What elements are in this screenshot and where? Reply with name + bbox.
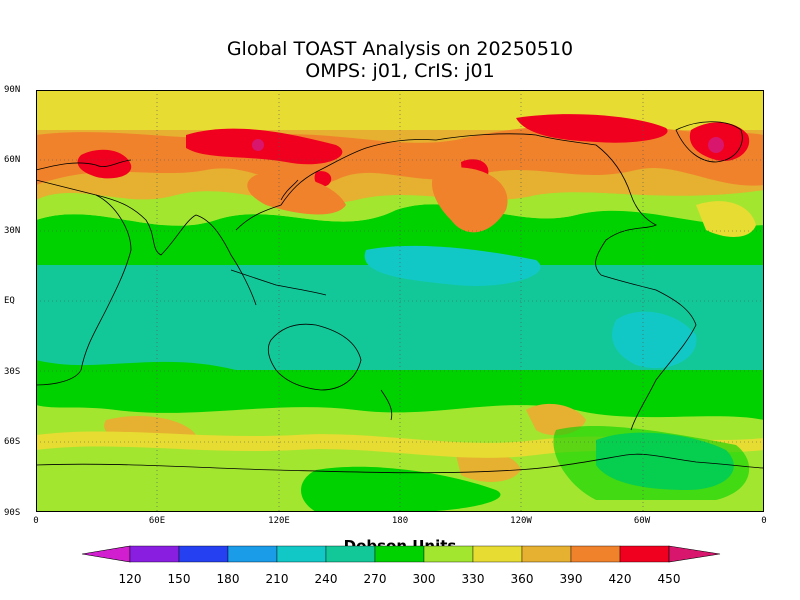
cb-tick-270: 270 (363, 572, 387, 586)
hotspot-asia-east (314, 171, 332, 187)
chart-subtitle: OMPS: j01, CrIS: j01 (305, 60, 495, 82)
cb-arrow-high (668, 545, 721, 563)
lon-label-60w: 60W (633, 516, 651, 526)
tropics-teal-east (612, 311, 697, 369)
cb-tick-420: 420 (608, 572, 632, 586)
cb-swatch-300-330 (423, 545, 474, 563)
hotspot-siberia (516, 114, 668, 143)
lat-label-eq: EQ (4, 296, 15, 306)
cb-swatch-330-360 (472, 545, 523, 563)
hotspot-eurasia (186, 128, 343, 165)
cb-tick-450: 450 (657, 572, 681, 586)
cb-swatch-270-300 (374, 545, 425, 563)
cb-tick-300: 300 (412, 572, 436, 586)
cb-swatch-360-390 (521, 545, 572, 563)
cb-swatch-150-180 (178, 545, 229, 563)
cb-tick-210: 210 (265, 572, 289, 586)
lat-label-90s: 90S (4, 508, 21, 518)
yellow-atlantic (696, 201, 756, 237)
antarctic-green (301, 466, 501, 512)
cb-swatch-210-240 (276, 545, 327, 563)
graticule (36, 90, 764, 512)
lon-label-120w: 120W (510, 516, 532, 526)
cb-tick-120: 120 (118, 572, 142, 586)
hotspot-eurasia-core (252, 139, 264, 151)
lon-label-180: 180 (391, 516, 409, 526)
lon-label-60e: 60E (148, 516, 166, 526)
lon-label-120e: 120E (268, 516, 290, 526)
lat-label-90n: 90N (4, 85, 21, 95)
cb-tick-330: 330 (461, 572, 485, 586)
south-orange-patch3 (456, 450, 521, 482)
cb-swatch-180-210 (227, 545, 278, 563)
cb-swatch-240-270 (325, 545, 376, 563)
north-yellow-wave (36, 190, 764, 226)
hotspot-europe (77, 149, 132, 179)
cb-tick-240: 240 (314, 572, 338, 586)
map-frame (36, 90, 764, 512)
cb-swatch-390-420 (570, 545, 621, 563)
orange-pacific (431, 167, 508, 233)
tropics-teal-pacific (364, 245, 541, 286)
antarctic-green2 (553, 425, 750, 500)
cb-tick-180: 180 (216, 572, 240, 586)
cb-swatch-420-450 (619, 545, 670, 563)
cb-tick-360: 360 (510, 572, 534, 586)
cb-tick-390: 390 (559, 572, 583, 586)
lat-label-60s: 60S (4, 437, 21, 447)
lat-label-60n: 60N (4, 155, 21, 165)
colorbar (81, 545, 721, 563)
chart-title: Global TOAST Analysis on 20250510 (226, 38, 574, 60)
lon-label-0: 0 (33, 516, 39, 526)
lat-label-30n: 30N (4, 226, 21, 236)
ozone-map (36, 90, 764, 512)
coastlines (36, 121, 764, 474)
lat-label-30s: 30S (4, 367, 21, 377)
cb-tick-150: 150 (167, 572, 191, 586)
hotspot-greenland-core (708, 137, 724, 153)
orange-east-asia (247, 174, 346, 215)
lon-label-0-end: 0 (761, 516, 767, 526)
cb-arrow-low (81, 545, 131, 563)
cb-swatch-120-150 (129, 545, 180, 563)
